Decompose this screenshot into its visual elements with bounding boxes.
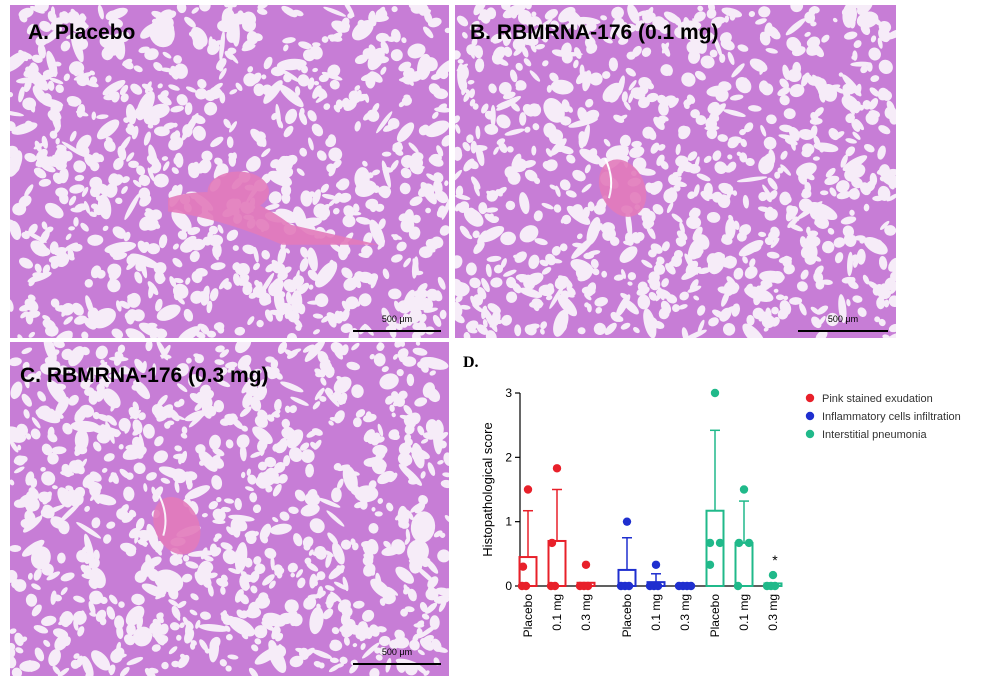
data-point bbox=[768, 570, 778, 580]
alveoli bbox=[10, 342, 449, 676]
y-tick-label: 1 bbox=[505, 515, 512, 529]
tissue-image bbox=[10, 342, 449, 676]
scale-bar-line bbox=[353, 663, 441, 665]
data-point bbox=[734, 538, 744, 548]
x-tick-label: 0.3 mg bbox=[678, 594, 692, 631]
x-tick-label: 0.3 mg bbox=[766, 594, 780, 631]
data-point bbox=[581, 560, 591, 569]
bar bbox=[547, 539, 567, 587]
bar bbox=[734, 541, 754, 587]
panel-label-a: A. Placebo bbox=[28, 21, 136, 44]
scale-bar: 500 μm bbox=[353, 647, 441, 667]
data-point bbox=[521, 581, 531, 591]
x-tick-label: Placebo bbox=[620, 594, 634, 638]
data-point bbox=[622, 517, 632, 526]
scale-bar: 500 μm bbox=[353, 314, 441, 334]
panel-label-b: B. RBMRNA-176 (0.1 mg) bbox=[470, 21, 719, 44]
blood-vessel bbox=[168, 171, 379, 245]
scale-bar-label: 500 μm bbox=[381, 314, 413, 324]
y-tick-label: 3 bbox=[505, 386, 512, 400]
data-point bbox=[710, 388, 720, 398]
chart-svg: D. 0 1 2 3 Histopathological score Placebo 0.1 … bbox=[463, 354, 961, 638]
micrograph-rbmrna-0-1mg: B. RBMRNA-176 (0.1 mg) 500 μm bbox=[455, 5, 896, 338]
legend-label: Interstitial pneumonia bbox=[822, 429, 927, 441]
data-point bbox=[715, 538, 725, 548]
y-tick-label: 2 bbox=[505, 450, 512, 464]
legend-marker bbox=[805, 411, 815, 421]
data-point bbox=[624, 581, 634, 591]
data-point bbox=[518, 562, 528, 571]
data-point bbox=[770, 581, 780, 591]
data-point bbox=[744, 538, 754, 548]
significance-marker: * bbox=[772, 552, 778, 568]
x-tick-label: 0.1 mg bbox=[649, 594, 663, 631]
data-point bbox=[739, 485, 749, 494]
data-point bbox=[653, 581, 663, 591]
tissue-image bbox=[455, 5, 896, 338]
scale-bar-line bbox=[798, 330, 888, 332]
legend-label: Pink stained exudation bbox=[822, 393, 933, 405]
data-point bbox=[547, 538, 557, 548]
data-point bbox=[552, 464, 562, 473]
data-point bbox=[550, 581, 560, 591]
alveoli bbox=[10, 5, 449, 338]
legend-marker bbox=[805, 393, 815, 403]
panel-label-d: D. bbox=[463, 354, 479, 371]
x-tick-label: 0.1 mg bbox=[737, 594, 751, 631]
scale-bar-label: 500 μm bbox=[827, 314, 859, 324]
blood-vessel bbox=[598, 157, 647, 217]
data-point bbox=[705, 538, 715, 548]
y-axis-label: Histopathological score bbox=[480, 422, 495, 556]
micrograph-rbmrna-0-3mg: C. RBMRNA-176 (0.3 mg) 500 μm bbox=[10, 342, 449, 676]
data-point bbox=[523, 485, 533, 494]
panel-label-c: C. RBMRNA-176 (0.3 mg) bbox=[20, 364, 269, 387]
bar bbox=[518, 556, 538, 588]
data-point bbox=[705, 560, 715, 569]
y-tick-label: 0 bbox=[505, 579, 512, 593]
data-point bbox=[733, 581, 743, 591]
tissue-image bbox=[10, 5, 449, 338]
micrograph-placebo: A. Placebo 500 μm bbox=[10, 5, 449, 338]
legend-marker bbox=[805, 429, 815, 439]
scale-bar-line bbox=[353, 330, 441, 332]
data-point bbox=[686, 581, 696, 591]
bar bbox=[705, 509, 725, 587]
x-tick-label: 0.3 mg bbox=[579, 594, 593, 631]
blood-vessel bbox=[153, 495, 201, 555]
histopathology-score-chart: D. 0 1 2 3 Histopathological score Placebo 0.1 … bbox=[460, 345, 998, 680]
scale-bar-label: 500 μm bbox=[381, 647, 413, 657]
x-tick-label: Placebo bbox=[521, 594, 535, 638]
legend-label: Inflammatory cells infiltration bbox=[822, 411, 961, 423]
data-point bbox=[583, 581, 593, 591]
x-tick-label: Placebo bbox=[708, 594, 722, 638]
x-tick-label: 0.1 mg bbox=[550, 594, 564, 631]
data-point bbox=[651, 560, 661, 569]
scale-bar: 500 μm bbox=[798, 314, 888, 334]
